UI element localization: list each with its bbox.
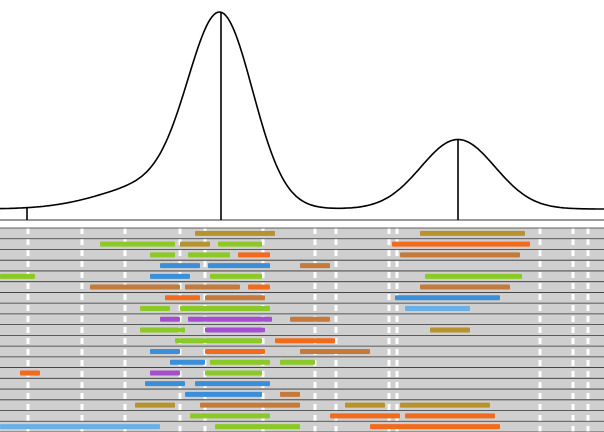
- track-segment-36: [205, 348, 265, 354]
- track-segment-32: [430, 327, 470, 333]
- track-segment-30: [140, 327, 185, 333]
- track-segment-24: [140, 306, 170, 312]
- track-segment-22: [205, 295, 265, 301]
- track-segment-27: [160, 316, 180, 322]
- track-segment-21: [165, 295, 200, 301]
- track-segment-2: [100, 241, 175, 247]
- track-segment-54: [405, 413, 495, 419]
- track-segment-46: [185, 391, 262, 397]
- track-segment-17: [90, 284, 180, 290]
- track-segment-45: [195, 381, 270, 387]
- track-segment-51: [400, 402, 490, 408]
- track-segment-53: [330, 413, 400, 419]
- track-segment-33: [175, 338, 262, 344]
- track-segment-3: [180, 241, 210, 247]
- track-segment-34: [275, 338, 335, 344]
- track-segment-43: [205, 370, 262, 376]
- track-segment-26: [405, 306, 470, 312]
- track-segment-31: [205, 327, 265, 333]
- track-segment-12: [300, 263, 330, 269]
- track-segment-56: [215, 424, 300, 430]
- track-segment-42: [150, 370, 180, 376]
- track-segment-39: [210, 359, 270, 365]
- track-segment-25: [180, 306, 270, 312]
- track-segment-15: [210, 273, 262, 279]
- track-segment-19: [248, 284, 270, 290]
- track-segment-35: [150, 348, 180, 354]
- track-segment-18: [185, 284, 240, 290]
- track-segment-23: [395, 295, 500, 301]
- track-segment-8: [238, 252, 270, 258]
- track-segment-48: [135, 402, 175, 408]
- track-segment-28: [188, 316, 272, 322]
- track-segment-13: [0, 273, 35, 279]
- track-segment-7: [188, 252, 230, 258]
- track-segment-10: [160, 263, 200, 269]
- track-segment-29: [290, 316, 330, 322]
- track-segment-16: [425, 273, 522, 279]
- track-segment-9: [400, 252, 520, 258]
- track-segment-20: [420, 284, 510, 290]
- track-segment-14: [150, 273, 190, 279]
- track-segment-44: [145, 381, 185, 387]
- track-segment-40: [280, 359, 315, 365]
- density-curve: [0, 11, 604, 210]
- track-segment-41: [20, 370, 40, 376]
- track-segment-47: [280, 391, 300, 397]
- track-segment-5: [392, 241, 530, 247]
- track-segment-4: [218, 241, 262, 247]
- track-segment-37: [300, 348, 370, 354]
- track-panel: [0, 227, 604, 432]
- track-segment-50: [345, 402, 385, 408]
- track-segment-49: [200, 402, 300, 408]
- track-segment-55: [0, 424, 160, 430]
- track-segment-11: [208, 263, 270, 269]
- density-plot: [0, 11, 604, 221]
- track-segment-0: [195, 230, 275, 236]
- track-segment-6: [150, 252, 175, 258]
- track-background: [0, 228, 604, 432]
- track-segment-38: [170, 359, 205, 365]
- track-segment-1: [420, 230, 525, 236]
- track-segment-57: [370, 424, 500, 430]
- track-segment-52: [190, 413, 270, 419]
